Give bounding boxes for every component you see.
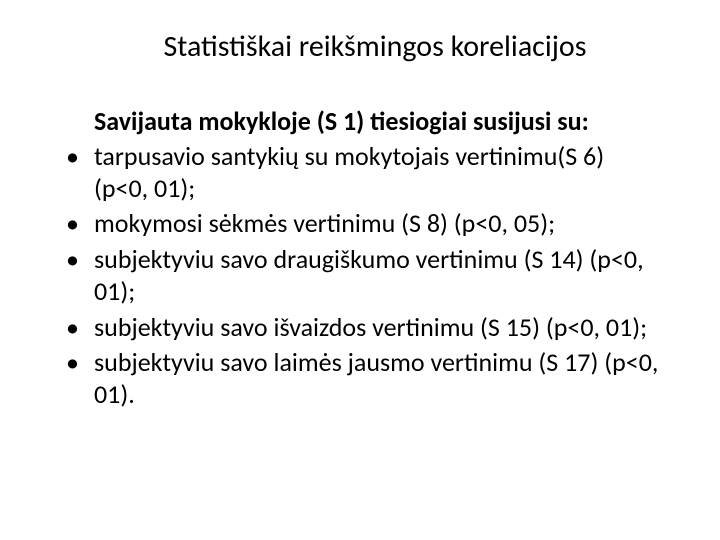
lead-line: Savijauta mokykloje (S 1) tiesiogiai sus… (60, 105, 660, 137)
list-item: mokymosi sėkmės vertinimu (S 8) (p<0, 05… (60, 208, 660, 240)
list-item: subjektyviu savo laimės jausmo vertinimu… (60, 347, 660, 410)
slide: Statistiškai reikšmingos koreliacijos Sa… (0, 0, 720, 540)
list-item: subjektyviu savo draugiškumo vertinimu (… (60, 244, 660, 307)
list-item: tarpusavio santykių su mokytojais vertin… (60, 141, 660, 204)
list-item: subjektyviu savo išvaizdos vertinimu (S … (60, 312, 660, 344)
slide-title: Statistiškai reikšmingos koreliacijos (60, 28, 660, 65)
bullet-list: tarpusavio santykių su mokytojais vertin… (60, 141, 660, 411)
